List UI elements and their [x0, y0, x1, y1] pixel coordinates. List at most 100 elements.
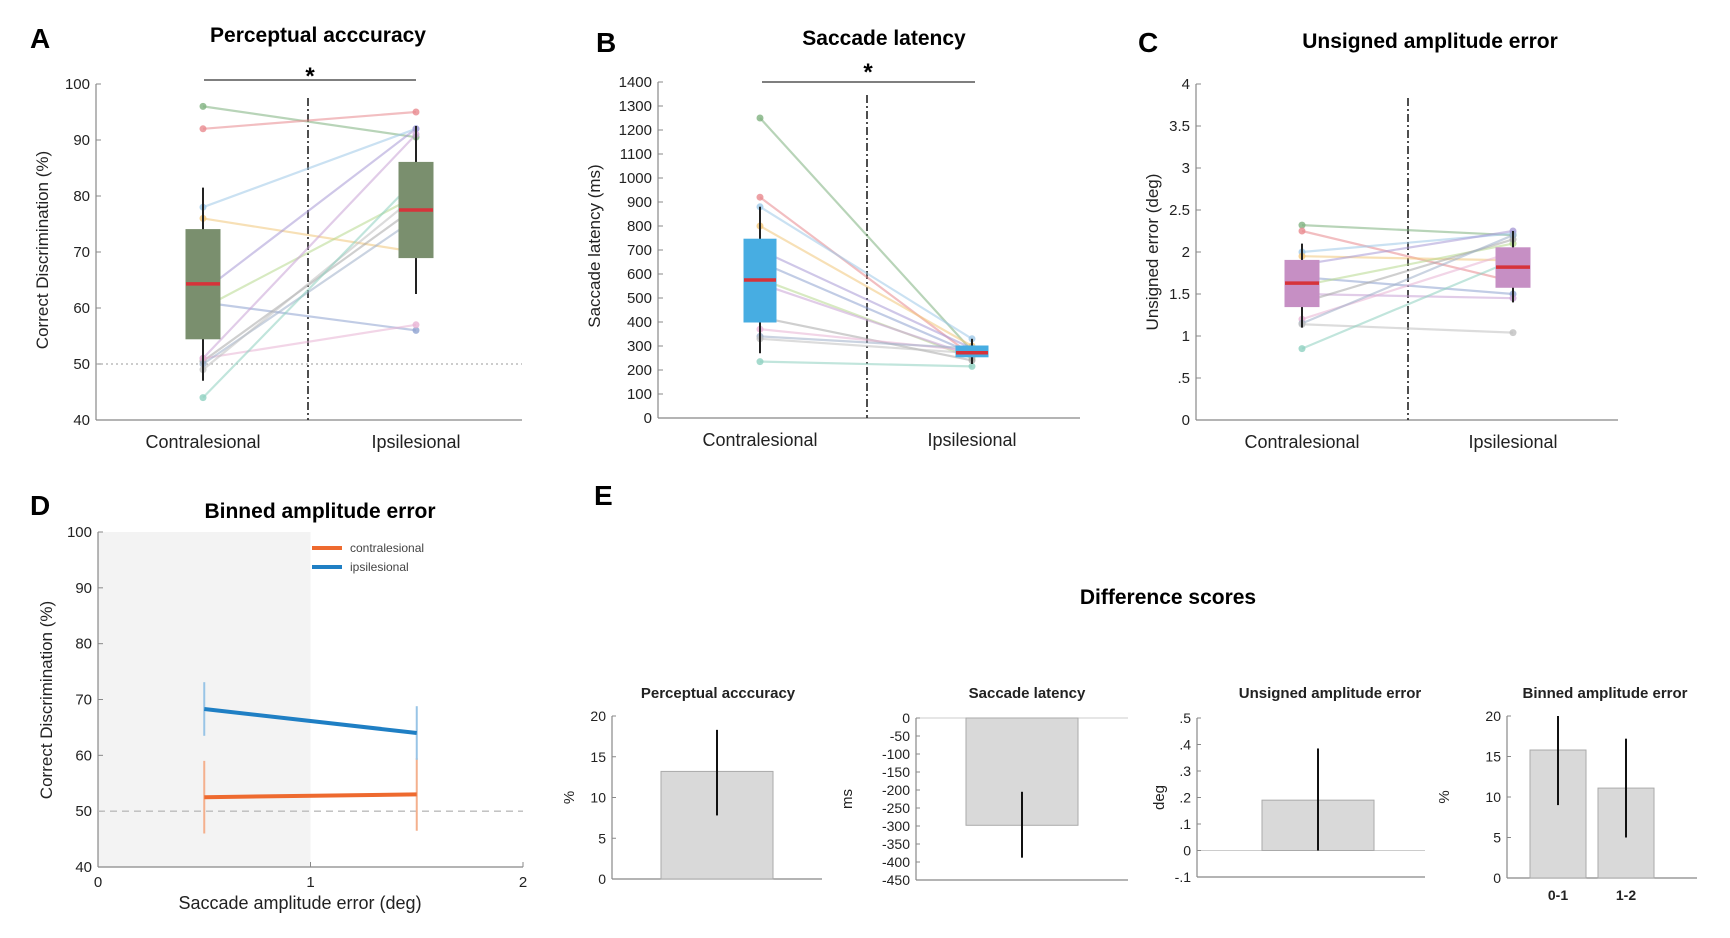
panel-a-subject-line	[202, 110, 417, 130]
panel-b-subject-line	[759, 205, 973, 340]
panel-d-x-tick-label: 1	[306, 874, 314, 891]
panel-b-subject-line	[759, 335, 973, 350]
panel-c-y-tick-label: .5	[1177, 370, 1190, 387]
panel-e3-y-tick-label: .1	[1179, 816, 1191, 832]
panel-d-chart: 40 50 60 70 80 90 100 0 1 2 Saccade amplitude erro…	[37, 524, 527, 913]
panel-e1-y-tick-label: 10	[590, 790, 606, 806]
panel-b-category-label: Ipsilesional	[927, 430, 1016, 450]
panel-c-subject-line	[1301, 229, 1514, 266]
panel-d-y-tick-label: 90	[75, 580, 92, 597]
panel-a-y-tick-label: 90	[73, 132, 90, 149]
panel-d-x-tick-label: 0	[94, 874, 102, 891]
panel-e2-y-label: ms	[839, 789, 856, 809]
panel-b-subject-line	[759, 282, 973, 357]
panel-c-subject-point	[1298, 227, 1306, 235]
panel-b-category-label: Contralesional	[702, 430, 817, 450]
panel-c-y-tick-label: 4	[1182, 76, 1190, 93]
panel-c-y-tick-label: 1	[1182, 328, 1190, 345]
panel-e1-title: Perceptual acccuracy	[641, 685, 796, 702]
panel-a-category-label: Ipsilesional	[371, 432, 460, 452]
panel-e2-y-tick-label: -150	[882, 764, 910, 780]
panel-letter-b: B	[596, 27, 616, 58]
panel-e2-y-tick-label: -300	[882, 818, 910, 834]
panel-e1-y-tick-label: 15	[590, 749, 606, 765]
panel-a-y-tick-label: 50	[73, 356, 90, 373]
panel-e4-y-label: %	[1436, 790, 1453, 803]
panel-b-sig-star: *	[863, 59, 873, 86]
panel-a-title: Perceptual acccuracy	[210, 24, 426, 47]
panel-e4-category-label: 1-2	[1616, 887, 1636, 903]
panel-b-y-tick-label: 1400	[619, 74, 652, 91]
panel-a-subject-point	[412, 321, 420, 329]
panel-b-y-tick-label: 1200	[619, 122, 652, 139]
panel-a-subject-line	[202, 195, 417, 371]
panel-d-title: Binned amplitude error	[204, 500, 435, 523]
panel-b-subject-line	[759, 260, 973, 355]
panel-a-sig-star: *	[305, 63, 315, 90]
panel-a-subject-point	[412, 326, 420, 334]
panel-b-subject-line	[759, 316, 973, 362]
panel-b-subject-point	[968, 362, 976, 370]
panel-letter-c: C	[1138, 27, 1158, 58]
panel-c-title: Unsigned amplitude error	[1302, 30, 1558, 53]
panel-e3-y-tick-label: 0	[1183, 843, 1191, 859]
panel-e2-y-tick-label: -100	[882, 746, 910, 762]
panel-c-subject-line	[1301, 234, 1514, 325]
panel-e2-y-tick-label: -250	[882, 800, 910, 816]
panel-b-subject-line	[759, 360, 973, 368]
panel-c-y-tick-label: 1.5	[1169, 286, 1190, 303]
panel-d-series-line-ipsilesional	[204, 707, 417, 735]
panel-b-y-tick-label: 700	[627, 242, 652, 259]
panel-c-y-tick-label: 3.5	[1169, 118, 1190, 135]
panel-c-subject-point	[1298, 345, 1306, 353]
panel-b-y-label: Saccade latency (ms)	[585, 164, 604, 327]
panel-b-subject-line	[759, 249, 973, 350]
panel-a-subject-point	[199, 125, 207, 133]
panel-a-y-tick-label: 60	[73, 300, 90, 317]
panel-c-y-tick-label: 3	[1182, 160, 1190, 177]
panel-d-y-tick-label: 50	[75, 803, 92, 820]
panel-c-y-tick-label: 2	[1182, 244, 1190, 261]
panel-e1-y-tick-label: 0	[598, 871, 606, 887]
panel-e2-y-tick-label: -200	[882, 782, 910, 798]
panel-d-x-tick-label: 2	[519, 874, 527, 891]
panel-d-y-tick-label: 80	[75, 636, 92, 653]
panel-c-y-label: Unsigned error (deg)	[1143, 174, 1162, 331]
panel-c-subject-line	[1301, 229, 1514, 283]
panel-b-y-tick-label: 200	[627, 362, 652, 379]
panel-b-subject-line	[759, 196, 973, 357]
panel-b-subject-point	[756, 193, 764, 201]
panel-letter-d: D	[30, 490, 50, 521]
panel-d-y-tick-label: 70	[75, 692, 92, 709]
panel-c-subject-line	[1301, 224, 1514, 237]
panel-e3-y-label: deg	[1151, 785, 1168, 810]
panel-letter-e: E	[594, 480, 613, 511]
panel-a-subject-line	[202, 217, 417, 254]
panel-b-y-tick-label: 300	[627, 338, 652, 355]
panel-b-y-tick-label: 1000	[619, 170, 652, 187]
panel-b-y-tick-label: 0	[644, 410, 652, 427]
panel-a-subject-line	[202, 127, 417, 209]
panel-e4-y-tick-label: 10	[1485, 789, 1501, 805]
panel-d-y-tick-label: 100	[67, 524, 92, 541]
panel-e1-y-label: %	[561, 791, 578, 804]
panel-a-y-tick-label: 70	[73, 244, 90, 261]
panel-b-subject-point	[756, 358, 764, 366]
panel-e2-y-tick-label: -450	[882, 872, 910, 888]
panel-c-category-label: Contralesional	[1244, 432, 1359, 452]
panel-a-chart: 40 50 60 70 80 90 100 Correct Discrimination (%…	[33, 76, 522, 452]
panel-e1-chart: Perceptual acccuracy 0 5 10 15 20%	[561, 685, 822, 887]
panel-e3-y-tick-label: -.1	[1175, 869, 1192, 885]
panel-e2-y-tick-label: -400	[882, 854, 910, 870]
panel-b-subject-point	[756, 114, 764, 122]
panel-a-category-label: Contralesional	[145, 432, 260, 452]
panel-c-subject-line	[1301, 323, 1514, 334]
panel-e4-y-tick-label: 5	[1493, 830, 1501, 846]
panel-e2-y-tick-label: -350	[882, 836, 910, 852]
panel-e2-chart: Saccade latency 0 -50 -100 -150 -200 -250 -300 -…	[839, 685, 1128, 888]
panel-b-y-tick-label: 400	[627, 314, 652, 331]
panel-c-y-tick-label: 0	[1182, 412, 1190, 429]
panel-c-subject-point	[1509, 329, 1517, 337]
panel-e3-y-tick-label: .2	[1179, 790, 1191, 806]
